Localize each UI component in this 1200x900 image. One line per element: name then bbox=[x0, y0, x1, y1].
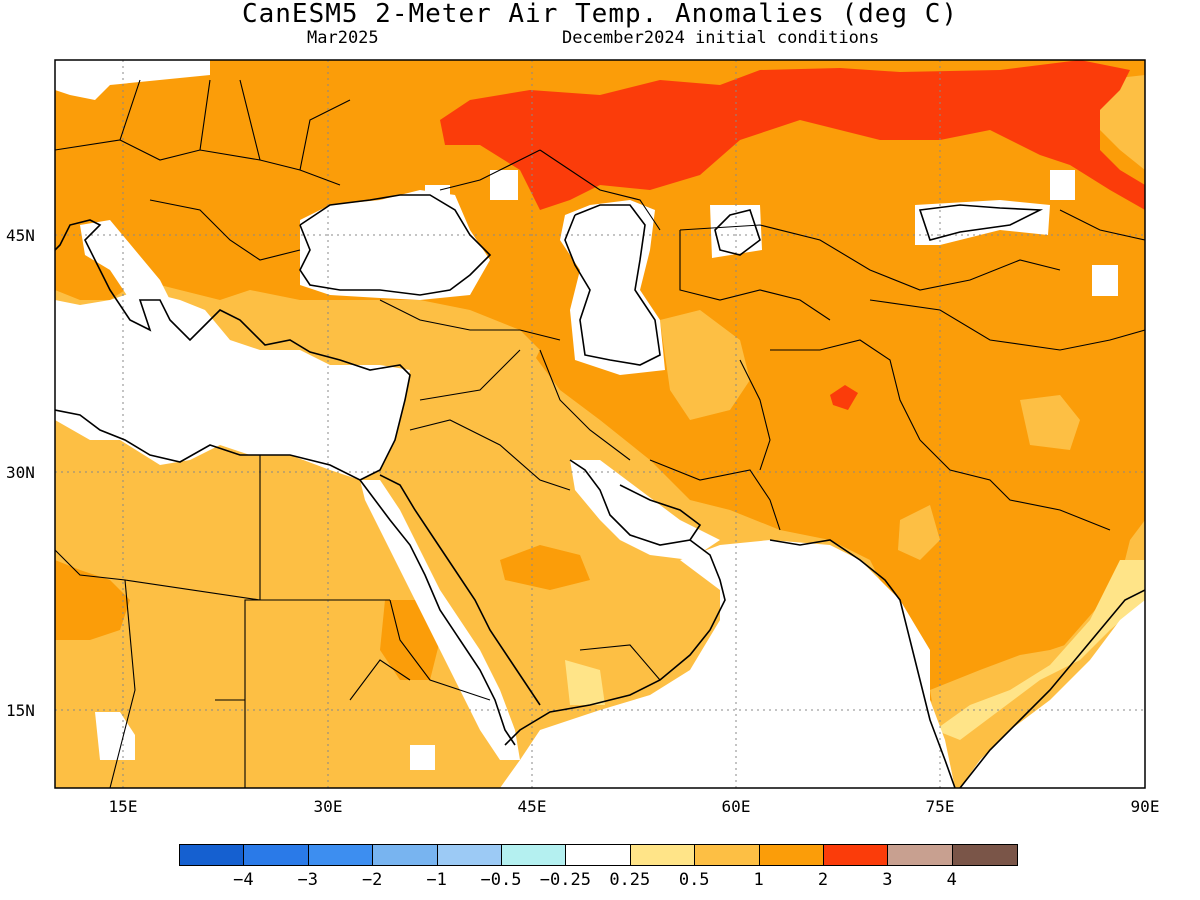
lat-label-45n: 45N bbox=[6, 226, 35, 245]
lon-label-15e: 15E bbox=[109, 797, 138, 816]
colorbar-label: 2 bbox=[817, 870, 829, 890]
colorbar-label: −2 bbox=[361, 870, 383, 890]
colorbar-swatch bbox=[180, 845, 245, 865]
anomaly-fill-neutral-mediterranean bbox=[55, 290, 410, 480]
map-plot-area bbox=[55, 60, 1145, 788]
lon-label-45e: 45E bbox=[518, 797, 547, 816]
anomaly-fill-neutral-tarim bbox=[1092, 265, 1118, 296]
anomaly-fill-neutral-red-sea bbox=[360, 480, 520, 760]
colorbar-label: −0.25 bbox=[539, 870, 591, 890]
colorbar bbox=[179, 844, 1019, 866]
colorbar-label: −4 bbox=[233, 870, 254, 890]
colorbar-swatch bbox=[308, 845, 374, 865]
lon-label-30e: 30E bbox=[314, 797, 343, 816]
valid-month-label: Mar2025 bbox=[307, 28, 379, 48]
colorbar-label: 4 bbox=[946, 870, 957, 890]
init-conditions-label: December2024 initial conditions bbox=[562, 28, 880, 48]
map-frame bbox=[54, 59, 1146, 789]
colorbar-label: 0.25 bbox=[609, 870, 651, 890]
colorbar-swatch bbox=[566, 845, 631, 865]
anomaly-fill-neutral-mongolia bbox=[1050, 170, 1075, 200]
anomaly-fill-2-3-siberia bbox=[440, 60, 1145, 210]
colorbar-swatch bbox=[759, 845, 824, 865]
colorbar-label: −1 bbox=[426, 870, 447, 890]
anomaly-fill-0.5-1-turkey bbox=[290, 300, 540, 390]
colorbar-swatch bbox=[952, 845, 1018, 865]
colorbar-label: −0.5 bbox=[480, 870, 522, 890]
colorbar-swatch bbox=[695, 845, 760, 865]
anomaly-fill-neutral-russia-s bbox=[490, 170, 518, 200]
anomaly-fill-0.25-0.5-india bbox=[935, 560, 1145, 740]
colorbar-label: −3 bbox=[297, 870, 319, 890]
colorbar-swatch bbox=[888, 845, 953, 865]
anomaly-fill-neutral-balkhash bbox=[915, 200, 1050, 245]
colorbar-swatch bbox=[823, 845, 889, 865]
colorbar-swatch bbox=[244, 845, 309, 865]
lon-label-90e: 90E bbox=[1131, 797, 1160, 816]
anomaly-fill-neutral-bay-of-bengal bbox=[960, 600, 1145, 788]
anomaly-fill-0.5-1-india bbox=[898, 505, 940, 560]
anomaly-fill-1-2-arabia bbox=[500, 545, 590, 590]
anomaly-fill-0.25-0.5-yemen bbox=[565, 660, 605, 705]
lon-label-60e: 60E bbox=[722, 797, 751, 816]
graticule bbox=[55, 60, 1145, 788]
anomaly-fill-neutral-arabian-sea bbox=[500, 540, 955, 788]
anomaly-fill-neutral-chad bbox=[95, 712, 135, 760]
anomaly-fill-neutral-caspian bbox=[560, 200, 665, 375]
anomaly-fill-0.5-1-pakistan bbox=[1020, 395, 1080, 450]
anomaly-fill-neutral-ethiopia bbox=[410, 745, 435, 770]
anomaly-fill-neutral-ukraine bbox=[425, 185, 450, 220]
lon-label-75e: 75E bbox=[926, 797, 955, 816]
anomaly-fill-neutral-italy bbox=[80, 220, 170, 300]
lat-label-30n: 30N bbox=[6, 463, 35, 482]
anomaly-fill-neutral-aral bbox=[710, 205, 762, 258]
lat-label-15n: 15N bbox=[6, 701, 35, 720]
colorbar-label: 0.5 bbox=[678, 870, 710, 890]
colorbar-label: 3 bbox=[882, 870, 893, 890]
anomaly-fill-2-3-afghanistan bbox=[830, 385, 858, 410]
colorbar-label: 1 bbox=[753, 870, 764, 890]
anomaly-fill-0.5-1-iran bbox=[660, 310, 750, 420]
anomaly-fill-neutral-persian-gulf bbox=[570, 460, 720, 560]
colorbar-swatch bbox=[373, 845, 438, 865]
colorbar-swatch bbox=[630, 845, 696, 865]
coastlines bbox=[55, 194, 1145, 788]
anomaly-fill-neutral-europe-nw bbox=[55, 60, 210, 100]
colorbar-swatch bbox=[501, 845, 567, 865]
anomaly-fill-1-2-africa bbox=[55, 560, 130, 640]
map-title: CanESM5 2-Meter Air Temp. Anomalies (deg… bbox=[241, 0, 959, 29]
country-borders bbox=[55, 79, 1145, 788]
colorbar-swatch bbox=[437, 845, 502, 865]
